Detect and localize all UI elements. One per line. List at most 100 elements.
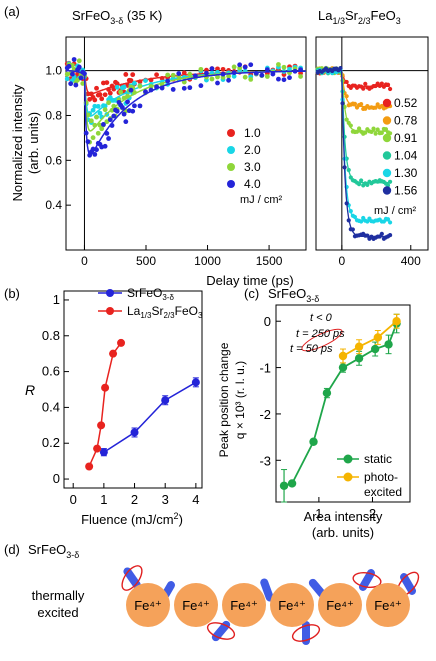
data-point-3.0 [95, 130, 101, 136]
fe-ion-icon [174, 583, 218, 627]
data-point-3.0 [94, 114, 99, 120]
data-point-4.0 [264, 67, 270, 73]
title-main: FeO [371, 8, 396, 23]
legend-label-sub: 3-δ [162, 293, 174, 302]
data-point-4.0 [176, 71, 182, 76]
legend-marker-1.56 [382, 186, 392, 195]
fit-line-1.30 [316, 69, 390, 222]
panel-c: SrFeO3-δ 1 2-3-2-10 Peak position change … [217, 286, 411, 540]
panel-b-ticks: 0 1 2 3 4 0 0.2 0.4 0.6 0.8 1 [42, 292, 200, 507]
legend-marker-srfeo [106, 289, 114, 297]
legend-label-1.0: 1.0 [244, 126, 261, 140]
fit-line-1.56 [316, 69, 390, 238]
data-point [93, 444, 102, 453]
fe-ion-icon [126, 583, 170, 627]
legend-marker-1.04 [382, 151, 392, 160]
data-point-4.0 [130, 108, 136, 114]
x-tick-label: 0 [81, 254, 88, 268]
data-point-0.78 [352, 101, 358, 106]
legend-marker-0.78 [382, 116, 392, 125]
legend-label-photo-1: photo- [364, 470, 398, 484]
data-point-4.0 [101, 122, 106, 127]
data-point-0.52 [363, 81, 368, 86]
data-point-0.52 [379, 81, 384, 86]
data-point-0.91 [356, 126, 362, 131]
data-point [85, 462, 94, 471]
x-tick-label: 1000 [194, 254, 221, 268]
panel-c-title: SrFeO3-δ [268, 286, 319, 304]
panel-d-caption-line2: excited [37, 605, 78, 620]
data-point-1.0 [107, 90, 113, 96]
legend-label-static: static [364, 452, 392, 466]
x-tick-label: 4 [192, 492, 199, 507]
data-point-4.0 [111, 113, 117, 119]
data-point-2.0 [231, 73, 237, 79]
panel-a-right-plot [315, 37, 428, 250]
y-tick-label: -1 [259, 361, 271, 376]
title-sub: 3-δ [306, 294, 319, 304]
data-point-4.0 [270, 71, 276, 77]
data-point [109, 349, 118, 358]
x-tick-label: 2 [369, 506, 376, 521]
series-line [103, 381, 197, 453]
data-point [279, 481, 289, 490]
data-point-1.0 [123, 72, 129, 77]
data-point [130, 428, 139, 437]
data-point [97, 421, 106, 430]
data-point-2.0 [97, 110, 103, 116]
annotation-t-250: t = 250 ps [296, 328, 345, 340]
precession-ring-icon [352, 571, 382, 589]
annotation-ellipse [301, 328, 343, 352]
x-tick-label: 2 [131, 492, 138, 507]
data-point [338, 351, 348, 361]
data-point-4.0 [215, 80, 220, 86]
data-point-4.0 [165, 78, 171, 84]
y-tick-label: 0.6 [45, 153, 62, 167]
data-point-4.0 [198, 83, 204, 89]
data-point [161, 396, 170, 405]
panel-a-left-frame [65, 36, 307, 251]
data-point-3.0 [76, 58, 82, 64]
panel-b-legend: SrFeO3-δ La1/3Sr2/3FeO3 [98, 286, 203, 320]
precession-ring-icon [206, 622, 236, 640]
data-point-1.0 [220, 66, 226, 72]
panel-label-c: (c) [244, 286, 259, 301]
y-tick-label: -2 [259, 407, 271, 422]
legend-label-main: SrFeO [127, 286, 162, 300]
data-point-3.0 [118, 89, 124, 95]
panel-a-xlabel: Delay time (ps) [206, 273, 293, 288]
fe-ion-label: Fe⁴⁺ [326, 598, 354, 613]
x-tick-label: 400 [401, 254, 421, 268]
panel-a-right-ticks: 0 400 [339, 245, 421, 268]
precession-ring-icon [291, 624, 321, 642]
data-point-4.0 [76, 64, 82, 70]
fit-line-4.0 [65, 69, 306, 156]
data-point [117, 338, 126, 347]
data-point-3.0 [198, 66, 204, 72]
data-point-1.0 [215, 66, 220, 72]
panel-d-atoms: Fe⁴⁺ Fe⁴⁺ Fe⁴⁺ Fe⁴⁺ Fe⁴⁺ Fe⁴⁺ [121, 565, 420, 645]
data-point-3.0 [248, 77, 254, 82]
legend-label-lsfo: La1/3Sr2/3FeO3 [127, 304, 203, 320]
data-point-4.0 [237, 62, 243, 68]
data-point-3.0 [264, 74, 270, 79]
data-point [338, 363, 348, 372]
legend-label-sub: 3 [198, 311, 203, 320]
title-main: SrFeO [28, 542, 66, 557]
data-point-4.0 [128, 87, 134, 93]
fe-ion-icon [222, 583, 266, 627]
xlabel-main: Fluence (mJ/cm [81, 512, 173, 527]
legend-label-photo-2: excited [364, 485, 402, 499]
data-point-4.0 [73, 82, 79, 88]
panel-a-left: SrFeO3-δ (35 K) 0 500 1000 1500 0.4 0.6 0.8 1.0… [10, 8, 307, 288]
legend-marker-2.0 [227, 146, 235, 154]
data-point-4.0 [121, 111, 127, 117]
data-point-3.0 [170, 72, 176, 78]
fe-ion-label: Fe⁴⁺ [278, 598, 306, 613]
data-point-4.0 [276, 76, 281, 82]
data-point-1.04 [365, 182, 370, 187]
title-sub: 3 [396, 16, 401, 26]
data-point-2.0 [95, 103, 101, 109]
fe-ion-label: Fe⁴⁺ [230, 598, 258, 613]
panel-a-ylabel-line2: (arb. units) [26, 112, 41, 174]
